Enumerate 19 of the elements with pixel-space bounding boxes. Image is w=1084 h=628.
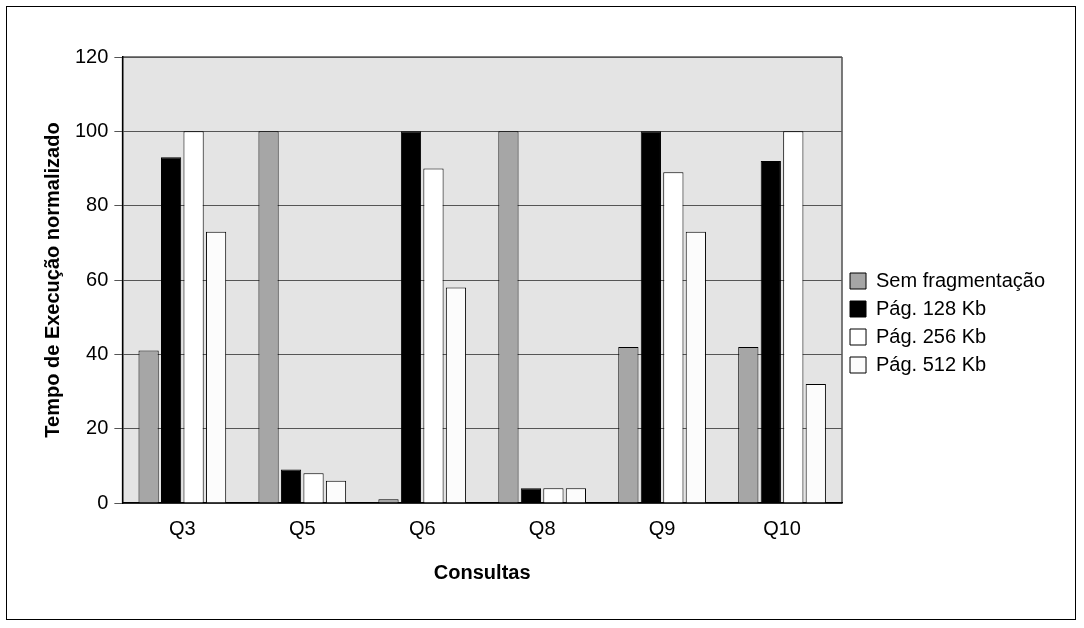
y-tick-label: 20 <box>86 416 109 439</box>
y-tick-label: 40 <box>86 341 109 364</box>
x-tick-label: Q6 <box>408 516 436 539</box>
y-axis-title: Tempo de Execução normalizado <box>40 122 63 438</box>
y-tick-label: 80 <box>86 193 109 216</box>
y-tick-label: 120 <box>74 44 109 67</box>
y-tick-label: 100 <box>74 118 109 141</box>
legend-label: Sem fragmentação <box>876 268 1046 291</box>
legend-label: Pág. 128 Kb <box>876 296 987 319</box>
x-tick-label: Q8 <box>528 516 556 539</box>
legend-label: Pág. 256 Kb <box>876 324 987 347</box>
x-tick-label: Q5 <box>288 516 316 539</box>
legend-label: Pág. 512 Kb <box>876 352 987 375</box>
x-axis-title: Consultas <box>433 560 531 583</box>
y-tick-label: 60 <box>86 267 109 290</box>
y-tick-label: 0 <box>97 490 109 513</box>
x-tick-label: Q10 <box>763 516 801 539</box>
x-tick-label: Q3 <box>169 516 196 539</box>
x-tick-label: Q9 <box>648 516 676 539</box>
